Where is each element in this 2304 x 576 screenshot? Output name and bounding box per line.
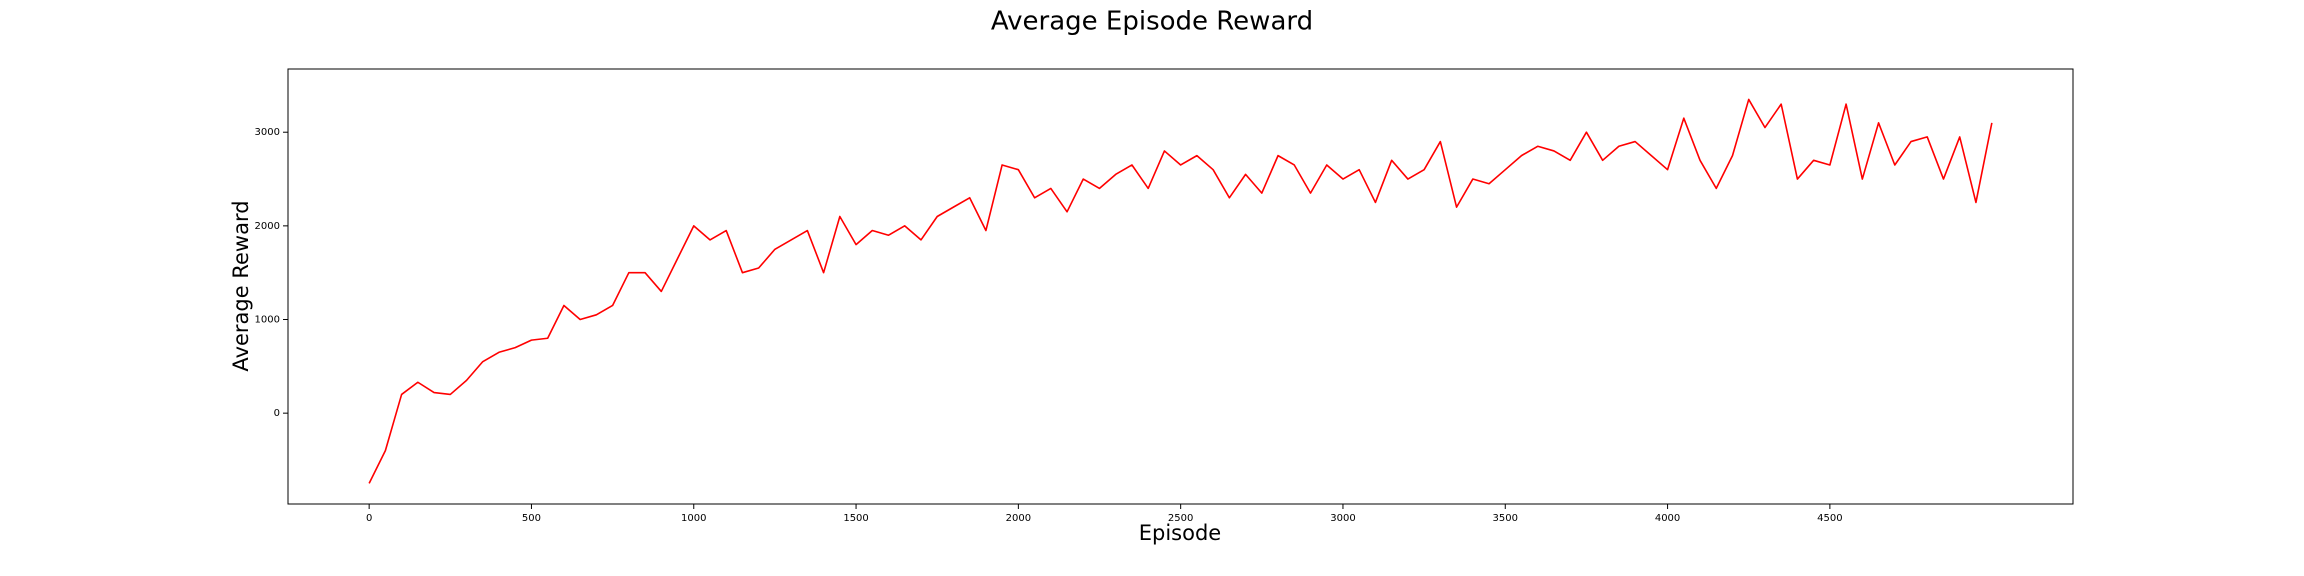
y-tick-label: 2000 [255,221,280,232]
y-tick-label: 0 [274,408,280,419]
data-line [368,98,1993,484]
x-tick-label: 2500 [1168,513,1193,524]
plot-frame [287,68,2074,505]
y-axis-label: Average Reward [229,200,253,371]
x-tick-label: 3000 [1330,513,1355,524]
x-tick-label: 1500 [843,513,868,524]
x-tick-label: 2000 [1006,513,1031,524]
x-axis-label: Episode [1139,521,1221,545]
x-tick-label: 4500 [1817,513,1842,524]
chart-title: Average Episode Reward [991,7,1313,37]
x-tick-label: 4000 [1655,513,1680,524]
y-tick-label: 1000 [255,315,280,326]
y-tick-label: 3000 [255,127,280,138]
x-tick-label: 500 [522,513,541,524]
x-tick-label: 1000 [681,513,706,524]
x-tick-label: 3500 [1493,513,1518,524]
x-tick-label: 0 [366,513,372,524]
